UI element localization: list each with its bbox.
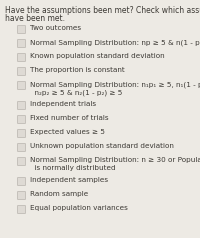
Text: Known population standard deviation: Known population standard deviation <box>30 53 165 59</box>
Text: Equal population variances: Equal population variances <box>30 205 128 211</box>
Text: Expected values ≥ 5: Expected values ≥ 5 <box>30 129 105 135</box>
Text: Two outcomes: Two outcomes <box>30 25 81 31</box>
Text: Independent trials: Independent trials <box>30 101 96 107</box>
Text: have been met.: have been met. <box>5 14 65 23</box>
Text: Normal Sampling Distribution: n ≥ 30 or Population: Normal Sampling Distribution: n ≥ 30 or … <box>30 157 200 163</box>
FancyBboxPatch shape <box>18 40 26 48</box>
Text: The proportion is constant: The proportion is constant <box>30 67 125 73</box>
FancyBboxPatch shape <box>18 158 26 165</box>
Text: Unknown population standard deviation: Unknown population standard deviation <box>30 143 174 149</box>
Text: Have the assumptions been met? Check which assumptions: Have the assumptions been met? Check whi… <box>5 6 200 15</box>
FancyBboxPatch shape <box>18 115 26 124</box>
FancyBboxPatch shape <box>18 129 26 138</box>
FancyBboxPatch shape <box>18 144 26 152</box>
FancyBboxPatch shape <box>18 81 26 89</box>
Text: Independent samples: Independent samples <box>30 177 108 183</box>
FancyBboxPatch shape <box>18 25 26 34</box>
Text: Normal Sampling Distribution: n₁p₁ ≥ 5, n₁(1 - p₁) ≥ 5: Normal Sampling Distribution: n₁p₁ ≥ 5, … <box>30 81 200 88</box>
Text: Random sample: Random sample <box>30 191 88 197</box>
FancyBboxPatch shape <box>18 178 26 185</box>
Text: is normally distributed: is normally distributed <box>30 165 116 171</box>
FancyBboxPatch shape <box>18 68 26 75</box>
FancyBboxPatch shape <box>18 101 26 109</box>
Text: Normal Sampling Distribution: np ≥ 5 & n(1 - p) ≥ 5: Normal Sampling Distribution: np ≥ 5 & n… <box>30 39 200 45</box>
FancyBboxPatch shape <box>18 205 26 213</box>
FancyBboxPatch shape <box>18 192 26 199</box>
Text: Fixed number of trials: Fixed number of trials <box>30 115 109 121</box>
FancyBboxPatch shape <box>18 54 26 61</box>
Text: n₂p₂ ≥ 5 & n₂(1 - p₂) ≥ 5: n₂p₂ ≥ 5 & n₂(1 - p₂) ≥ 5 <box>30 89 122 95</box>
